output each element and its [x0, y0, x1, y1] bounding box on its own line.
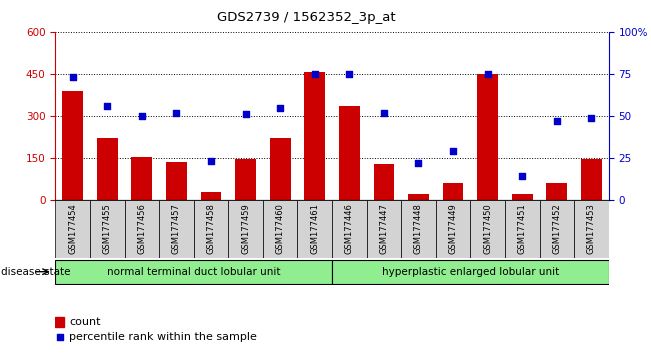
Bar	[332, 200, 367, 258]
Bar	[97, 138, 118, 200]
Text: GDS2739 / 1562352_3p_at: GDS2739 / 1562352_3p_at	[217, 11, 395, 24]
Bar	[124, 200, 159, 258]
Text: GSM177451: GSM177451	[518, 203, 527, 254]
Point	[171, 110, 182, 115]
Text: disease state: disease state	[1, 267, 70, 277]
Text: normal terminal duct lobular unit: normal terminal duct lobular unit	[107, 267, 281, 277]
Bar	[90, 200, 124, 258]
Text: GSM177455: GSM177455	[103, 203, 112, 254]
Bar	[62, 91, 83, 200]
Point	[482, 71, 493, 77]
Bar	[132, 156, 152, 200]
Point	[55, 334, 65, 340]
Bar	[305, 73, 325, 200]
Bar	[470, 200, 505, 258]
Bar	[55, 317, 64, 326]
Text: GSM177456: GSM177456	[137, 203, 146, 254]
Point	[275, 105, 285, 110]
Text: GSM177448: GSM177448	[414, 203, 423, 254]
Point	[309, 71, 320, 77]
Text: GSM177452: GSM177452	[552, 203, 561, 254]
Bar	[55, 200, 90, 258]
Bar	[367, 200, 401, 258]
Bar	[166, 162, 187, 200]
Bar	[374, 164, 395, 200]
Text: GSM177454: GSM177454	[68, 203, 77, 254]
Bar	[540, 200, 574, 258]
Text: GSM177447: GSM177447	[380, 203, 389, 254]
Point	[206, 159, 216, 164]
Bar	[408, 194, 429, 200]
Text: GSM177461: GSM177461	[311, 203, 319, 254]
Bar	[55, 260, 332, 284]
Bar	[201, 192, 221, 200]
Text: count: count	[69, 317, 100, 327]
Text: GSM177460: GSM177460	[275, 203, 284, 254]
Bar	[401, 200, 436, 258]
Text: percentile rank within the sample: percentile rank within the sample	[69, 332, 257, 342]
Text: GSM177457: GSM177457	[172, 203, 181, 254]
Bar	[194, 200, 229, 258]
Point	[379, 110, 389, 115]
Bar	[298, 200, 332, 258]
Bar	[581, 159, 602, 200]
Point	[344, 71, 355, 77]
Point	[68, 74, 78, 80]
Text: hyperplastic enlarged lobular unit: hyperplastic enlarged lobular unit	[381, 267, 559, 277]
Point	[551, 118, 562, 124]
Bar	[263, 200, 298, 258]
Point	[102, 103, 113, 109]
Text: GSM177449: GSM177449	[449, 203, 458, 254]
Bar	[436, 200, 470, 258]
Text: GSM177446: GSM177446	[345, 203, 353, 254]
Bar	[574, 200, 609, 258]
Bar	[159, 200, 194, 258]
Bar	[339, 106, 359, 200]
Point	[137, 113, 147, 119]
Bar	[270, 138, 290, 200]
Bar	[332, 260, 609, 284]
Point	[240, 112, 251, 117]
Bar	[505, 200, 540, 258]
Point	[586, 115, 596, 120]
Text: GSM177459: GSM177459	[241, 203, 250, 254]
Point	[413, 160, 424, 166]
Bar	[512, 194, 533, 200]
Bar	[546, 183, 567, 200]
Bar	[443, 183, 464, 200]
Text: GSM177453: GSM177453	[587, 203, 596, 254]
Text: GSM177458: GSM177458	[206, 203, 215, 254]
Point	[517, 173, 527, 179]
Bar	[477, 74, 498, 200]
Text: GSM177450: GSM177450	[483, 203, 492, 254]
Bar	[229, 200, 263, 258]
Point	[448, 148, 458, 154]
Bar	[235, 159, 256, 200]
